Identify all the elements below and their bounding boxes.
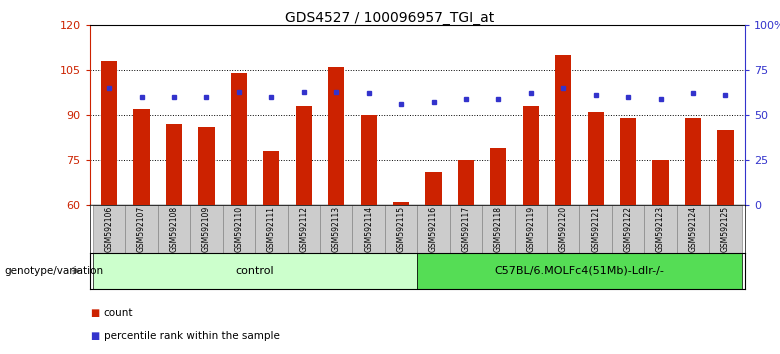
Bar — [166, 124, 183, 205]
Bar — [93, 253, 417, 289]
Bar — [652, 160, 668, 205]
Text: control: control — [236, 266, 275, 276]
Bar — [101, 61, 117, 205]
Text: GSM592114: GSM592114 — [364, 206, 373, 252]
Text: GSM592120: GSM592120 — [558, 206, 568, 252]
Text: GSM592106: GSM592106 — [105, 206, 114, 252]
Text: count: count — [104, 308, 133, 318]
Bar — [547, 205, 580, 253]
Bar — [515, 205, 547, 253]
Bar — [425, 172, 441, 205]
Bar — [587, 112, 604, 205]
Bar — [328, 67, 344, 205]
Bar — [288, 205, 320, 253]
Bar — [296, 106, 312, 205]
Text: GSM592110: GSM592110 — [235, 206, 243, 252]
Bar — [677, 205, 709, 253]
Text: C57BL/6.MOLFc4(51Mb)-Ldlr-/-: C57BL/6.MOLFc4(51Mb)-Ldlr-/- — [495, 266, 665, 276]
Text: genotype/variation: genotype/variation — [4, 266, 103, 276]
Bar — [417, 253, 742, 289]
Bar — [126, 205, 158, 253]
Text: GSM592108: GSM592108 — [169, 206, 179, 252]
Bar — [263, 151, 279, 205]
Bar — [620, 118, 636, 205]
Bar — [158, 205, 190, 253]
Bar — [320, 205, 353, 253]
Text: GSM592116: GSM592116 — [429, 206, 438, 252]
Bar — [222, 205, 255, 253]
Bar — [718, 130, 733, 205]
Text: GSM592112: GSM592112 — [300, 206, 308, 252]
Text: GSM592117: GSM592117 — [462, 206, 470, 252]
Text: GSM592107: GSM592107 — [137, 206, 146, 252]
Bar — [353, 205, 385, 253]
Bar — [709, 205, 742, 253]
Text: GSM592113: GSM592113 — [332, 206, 341, 252]
Bar — [685, 118, 701, 205]
Text: GSM592115: GSM592115 — [396, 206, 406, 252]
Bar — [644, 205, 677, 253]
Bar — [385, 205, 417, 253]
Bar — [93, 205, 126, 253]
Bar — [190, 205, 222, 253]
Bar — [482, 205, 515, 253]
Bar — [580, 205, 612, 253]
Bar — [555, 55, 572, 205]
Bar — [133, 109, 150, 205]
Text: GSM592123: GSM592123 — [656, 206, 665, 252]
Bar — [450, 205, 482, 253]
Text: GSM592121: GSM592121 — [591, 206, 600, 252]
Bar — [198, 127, 215, 205]
Text: GSM592124: GSM592124 — [689, 206, 697, 252]
Text: percentile rank within the sample: percentile rank within the sample — [104, 331, 279, 341]
Text: GSM592125: GSM592125 — [721, 206, 730, 252]
Text: ■: ■ — [90, 308, 99, 318]
Text: GDS4527 / 100096957_TGI_at: GDS4527 / 100096957_TGI_at — [285, 11, 495, 25]
Bar — [612, 205, 644, 253]
Text: GSM592109: GSM592109 — [202, 206, 211, 252]
Bar — [458, 160, 474, 205]
Text: ■: ■ — [90, 331, 99, 341]
Bar — [491, 148, 506, 205]
Bar — [417, 205, 450, 253]
Text: GSM592119: GSM592119 — [526, 206, 535, 252]
Text: GSM592122: GSM592122 — [624, 206, 633, 252]
Bar — [231, 73, 247, 205]
Bar — [393, 202, 410, 205]
Bar — [255, 205, 288, 253]
Text: GSM592118: GSM592118 — [494, 206, 503, 252]
Text: GSM592111: GSM592111 — [267, 206, 276, 252]
Bar — [523, 106, 539, 205]
Bar — [360, 115, 377, 205]
